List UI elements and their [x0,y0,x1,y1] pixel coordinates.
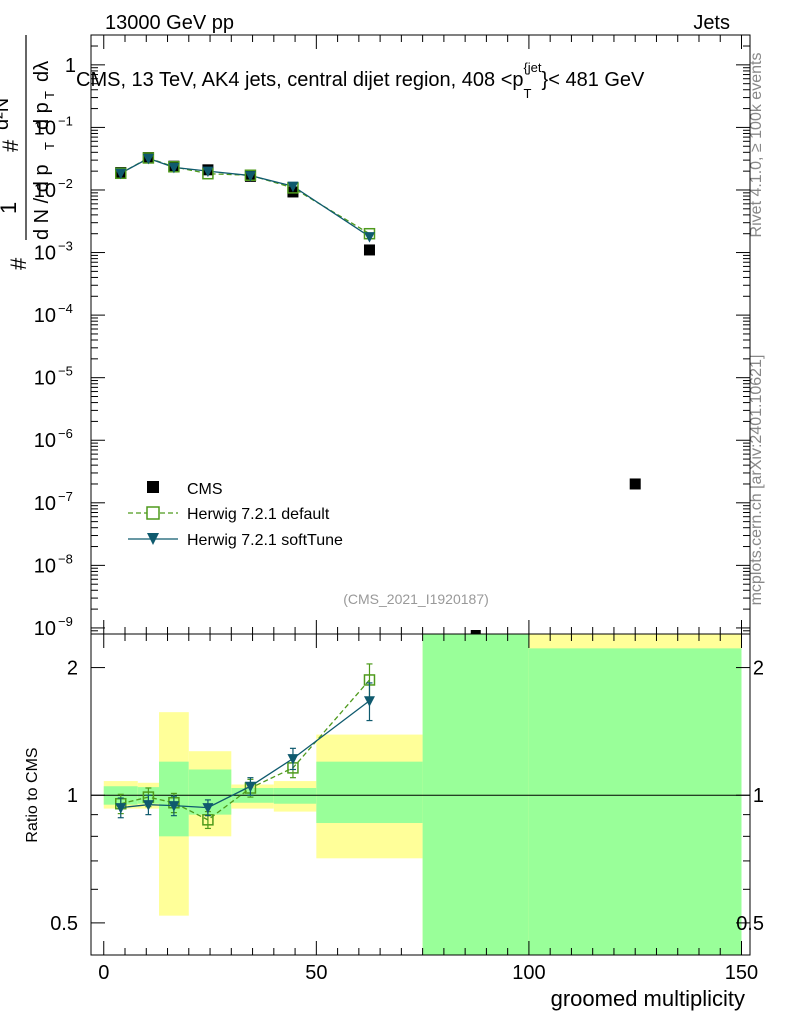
ratio-softtune-point-0 [115,803,127,814]
main-ytick-exp-9: −9 [58,614,73,629]
ratio-softtune-point-5 [287,754,299,765]
axis-ticks [91,34,750,955]
ratio-ytick-label-left-2: 2 [67,658,78,680]
main-series-layer [115,152,641,634]
main-ytick-label-9: 10 [34,618,56,640]
chart-title-sub: T [524,86,532,101]
main-ytick-label-4: 10 [34,305,56,327]
main-ytick-label-8: 10 [34,555,56,577]
main-ylabel: # 1 d N / d p T # d²N d p T dλ [0,35,57,270]
legend-label-softtune: Herwig 7.2.1 softTune [187,532,343,549]
band-green-8 [528,648,742,955]
cms-point-7 [470,630,481,634]
x-tick-label-1: 50 [305,962,327,984]
ratio-series-layer [115,663,376,830]
softtune-point-2 [168,162,180,174]
x-tick-label-3: 150 [725,962,758,984]
x-tick-label-0: 0 [98,962,109,984]
main-ytick-exp-3: −3 [58,239,73,254]
ylabel-lambda: dλ [31,61,53,82]
ylabel-one: 1 [0,202,21,214]
legend-marker-default [146,506,160,520]
header-left: 13000 GeV pp [105,12,234,34]
ratio-panel-frame [90,633,751,956]
ylabel-den: d N / d p [31,164,53,240]
chart-title-sup: {jet [523,60,541,75]
ratio-softtune-point-1 [142,800,154,811]
ylabel-num: d²N [0,98,13,130]
ratio-softtune-point-3 [202,803,214,814]
ylabel-den-sub: T [42,142,57,150]
main-ytick-exp-5: −5 [58,364,73,379]
softtune-point-6 [363,232,375,243]
header-right: Jets [693,12,730,34]
main-ytick-label-6: 10 [34,430,56,452]
legend: CMS Herwig 7.2.1 default Herwig 7.2.1 so… [128,481,343,549]
softtune-point-1 [142,153,154,165]
main-ytick-exp-2: −2 [58,176,73,191]
band-green-6 [316,761,423,824]
ylabel-num-sub: T [42,91,57,99]
main-ytick-label-7: 10 [34,493,56,515]
legend-marker-softtune [147,533,159,545]
x-tick-label-2: 100 [512,962,545,984]
chart-title-prefix: CMS, 13 TeV, AK4 jets, central dijet reg… [76,69,524,91]
legend-label-default: Herwig 7.2.1 default [187,506,330,523]
softtune-point-4 [244,171,256,182]
band-green-7 [422,634,529,955]
main-ytick-exp-8: −8 [58,551,73,566]
chart-title: CMS, 13 TeV, AK4 jets, central dijet reg… [76,60,645,101]
x-axis-label: groomed multiplicity [551,986,745,1011]
legend-label-cms: CMS [187,481,223,498]
ylabel-num-pt: d p [31,102,53,130]
main-ytick-label-2: 10 [34,180,56,202]
main-ytick-exp-4: −4 [58,301,73,316]
softtune-point-3 [202,166,214,178]
chart-title-suffix: }< 481 GeV [542,69,646,91]
ratio-ytick-label-right-1: 1 [753,785,764,807]
cms-point-8 [629,478,641,490]
analysis-annotation: (CMS_2021_I1920187) [343,591,489,607]
ratio-softtune-point-4 [244,781,256,793]
softtune-point-5 [287,181,299,193]
axis-tick-labels: 110 −110 −210 −310 −410 −510 −610 −710 −810 −90 50… [34,55,764,984]
main-series-line-1 [120,157,370,235]
main-ytick-exp-7: −7 [58,489,73,504]
softtune-point-0 [115,168,127,180]
ratio-ytick-label-left-1: 1 [67,785,78,807]
ratio-bands [91,634,750,955]
main-ytick-label-5: 10 [34,368,56,390]
main-ytick-exp-1: −1 [58,113,73,128]
ratio-ytick-label-right-0: 0.5 [736,913,764,935]
ratio-ylabel: Ratio to CMS [24,747,41,842]
ratio-ytick-label-right-2: 2 [753,658,764,680]
ratio-softtune-point-6 [363,696,375,707]
legend-marker-cms [147,481,159,493]
main-ytick-label-1: 10 [34,117,56,139]
mcplots-label: mcplots.cern.ch [arXiv:2401.10621] [748,355,765,606]
ylabel-hash-1: # [6,257,31,270]
main-ytick-label-3: 10 [34,243,56,265]
main-ytick-exp-6: −6 [58,426,73,441]
ratio-softtune-point-2 [168,801,180,812]
main-ytick-label-0: 1 [65,55,76,77]
ylabel-hash-2: # [0,139,23,152]
band-green-5 [273,788,317,804]
rivet-label: Rivet 4.1.0, ≥ 100k events [748,53,765,238]
cms-point-6 [363,244,375,256]
ratio-ytick-label-left-0: 0.5 [50,913,78,935]
